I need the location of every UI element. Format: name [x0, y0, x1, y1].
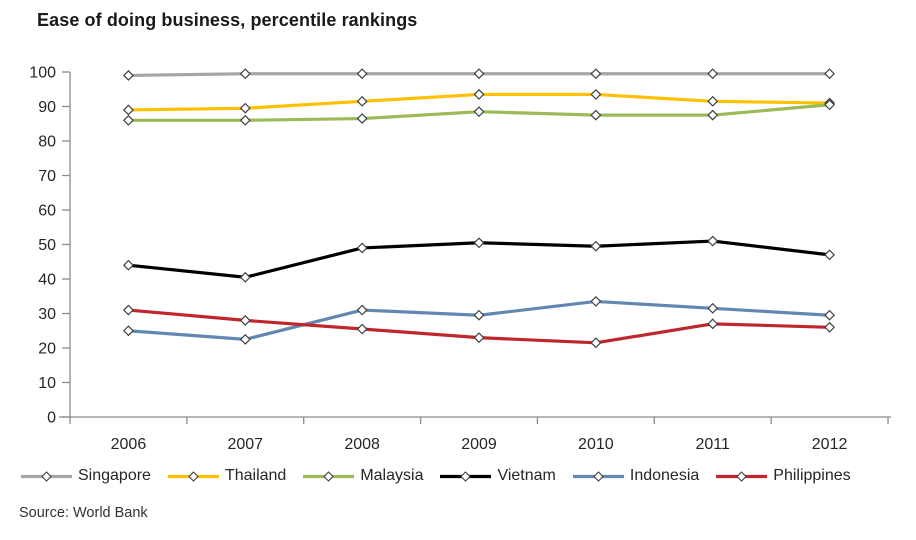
data-point-marker-malaysia	[356, 113, 368, 125]
legend-line-marker-icon	[440, 470, 492, 482]
data-point-marker-philippines	[707, 318, 719, 330]
y-tick-label: 100	[29, 65, 56, 82]
legend-label: Vietnam	[497, 467, 556, 484]
legend-line-marker-icon	[716, 470, 768, 482]
data-point-marker-indonesia	[356, 304, 368, 316]
x-tick-label: 2012	[812, 436, 848, 453]
data-point-marker-malaysia	[590, 109, 602, 121]
legend-item-philippines: Philippines	[716, 467, 851, 485]
y-tick-label: 20	[38, 341, 56, 358]
y-tick-label: 60	[38, 203, 56, 220]
legend-item-singapore: Singapore	[21, 467, 151, 485]
data-point-marker-vietnam	[590, 240, 602, 252]
chart-legend: Singapore Thailand Malaysia Vietnam Indonesi…	[21, 467, 901, 485]
legend-item-thailand: Thailand	[167, 467, 287, 485]
data-point-marker-indonesia	[590, 295, 602, 307]
data-point-marker-singapore	[590, 68, 602, 80]
data-point-marker-singapore	[356, 68, 368, 80]
y-tick-label: 30	[38, 306, 56, 323]
data-point-marker-thailand	[473, 88, 485, 100]
y-tick-label: 40	[38, 272, 56, 289]
data-point-marker-indonesia	[239, 333, 251, 345]
x-tick-label: 2011	[696, 436, 731, 453]
data-point-marker-vietnam	[473, 237, 485, 249]
data-point-marker-indonesia	[824, 309, 836, 321]
legend-label: Thailand	[224, 467, 287, 484]
chart-title: Ease of doing business, percentile ranki…	[37, 10, 418, 30]
y-tick-label: 50	[38, 237, 56, 254]
data-point-marker-thailand	[707, 95, 719, 107]
y-tick-label: 70	[38, 168, 56, 185]
data-point-marker-malaysia	[122, 114, 134, 126]
legend-line-marker-icon	[572, 470, 624, 482]
data-point-marker-philippines	[590, 337, 602, 349]
data-point-marker-indonesia	[122, 325, 134, 337]
data-point-marker-thailand	[356, 95, 368, 107]
data-point-marker-singapore	[122, 70, 134, 81]
data-point-marker-vietnam	[356, 242, 368, 254]
legend-item-malaysia: Malaysia	[303, 467, 423, 485]
legend-label: Malaysia	[360, 467, 424, 484]
data-point-marker-vietnam	[824, 249, 836, 261]
legend-item-vietnam: Vietnam	[440, 467, 556, 485]
data-point-marker-indonesia	[707, 302, 719, 314]
data-point-marker-malaysia	[239, 114, 251, 126]
legend-line-marker-icon	[167, 470, 219, 482]
x-tick-label: 2007	[227, 436, 263, 453]
x-tick-label: 2010	[578, 436, 614, 453]
data-point-marker-philippines	[239, 314, 251, 326]
x-tick-label: 2008	[344, 436, 380, 453]
legend-label: Indonesia	[629, 467, 700, 484]
data-point-marker-malaysia	[707, 109, 719, 121]
data-point-marker-philippines	[356, 323, 368, 335]
data-point-marker-thailand	[239, 102, 251, 114]
x-tick-label: 2009	[461, 436, 497, 453]
data-point-marker-indonesia	[473, 309, 485, 321]
data-point-marker-singapore	[824, 68, 836, 80]
data-point-marker-singapore	[473, 68, 485, 80]
data-point-marker-malaysia	[473, 106, 485, 118]
y-tick-label: 90	[38, 99, 56, 116]
x-tick-label: 2006	[111, 436, 147, 453]
data-point-marker-vietnam	[239, 271, 251, 283]
data-point-marker-vietnam	[122, 259, 134, 271]
data-point-marker-vietnam	[707, 235, 719, 247]
data-point-marker-thailand	[122, 104, 134, 116]
legend-item-indonesia: Indonesia	[572, 467, 700, 485]
data-point-marker-philippines	[122, 304, 134, 316]
legend-line-marker-icon	[21, 470, 72, 482]
source-note: Source: World Bank	[19, 505, 148, 521]
data-point-marker-philippines	[473, 332, 485, 344]
data-point-marker-thailand	[590, 88, 602, 100]
data-point-marker-philippines	[824, 321, 836, 333]
data-point-marker-singapore	[239, 68, 251, 80]
y-tick-label: 80	[38, 134, 56, 151]
y-tick-label: 0	[47, 410, 56, 427]
data-point-marker-singapore	[707, 68, 719, 80]
legend-label: Singapore	[78, 467, 151, 484]
legend-label: Philippines	[773, 467, 851, 484]
y-tick-label: 10	[38, 375, 56, 392]
data-point-marker-malaysia	[824, 99, 836, 111]
legend-line-marker-icon	[303, 470, 355, 482]
